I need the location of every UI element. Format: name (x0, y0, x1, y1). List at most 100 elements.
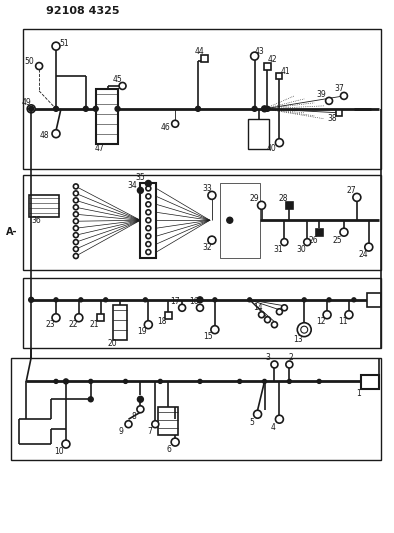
Circle shape (75, 314, 83, 322)
Text: 20: 20 (108, 339, 117, 348)
Circle shape (138, 397, 143, 402)
Circle shape (227, 217, 233, 223)
Circle shape (73, 219, 78, 224)
Circle shape (73, 198, 78, 203)
Circle shape (73, 247, 78, 252)
Circle shape (304, 239, 311, 246)
Text: 17: 17 (170, 297, 180, 306)
Circle shape (52, 130, 60, 138)
Circle shape (262, 106, 268, 112)
Circle shape (340, 92, 348, 99)
Text: 10: 10 (54, 447, 64, 456)
Text: 33: 33 (202, 184, 212, 193)
Circle shape (73, 205, 78, 210)
Circle shape (52, 314, 60, 322)
Circle shape (195, 107, 201, 111)
Circle shape (178, 304, 186, 311)
Text: 13: 13 (294, 335, 303, 344)
Text: 40: 40 (267, 144, 276, 153)
Circle shape (172, 120, 178, 127)
Circle shape (302, 298, 306, 302)
Circle shape (27, 105, 35, 113)
Circle shape (258, 201, 266, 209)
Circle shape (171, 438, 179, 446)
Circle shape (73, 233, 78, 238)
Text: 39: 39 (316, 91, 326, 99)
Circle shape (63, 379, 69, 384)
Circle shape (104, 298, 108, 302)
Text: 16: 16 (189, 297, 199, 306)
Circle shape (211, 326, 219, 334)
Circle shape (277, 309, 282, 315)
Bar (140, 183, 156, 258)
Circle shape (29, 297, 33, 302)
Circle shape (297, 322, 311, 337)
Bar (29, 196, 59, 217)
Circle shape (89, 379, 93, 383)
Text: 14: 14 (253, 303, 262, 312)
Circle shape (287, 379, 291, 383)
Circle shape (62, 440, 70, 448)
Circle shape (52, 42, 60, 50)
Circle shape (146, 202, 151, 207)
Circle shape (124, 379, 128, 383)
Text: 25: 25 (332, 236, 342, 245)
Bar (113, 305, 126, 340)
Circle shape (144, 321, 152, 329)
Text: 2: 2 (289, 353, 294, 362)
Circle shape (88, 397, 93, 402)
Circle shape (198, 379, 202, 383)
Circle shape (271, 361, 278, 368)
Text: 15: 15 (203, 332, 213, 341)
Bar (23, 29, 381, 168)
Bar (96, 89, 117, 144)
Bar (23, 278, 381, 348)
Circle shape (248, 298, 252, 302)
Circle shape (286, 361, 293, 368)
Circle shape (345, 311, 353, 319)
Text: 28: 28 (279, 194, 288, 203)
Circle shape (208, 236, 216, 244)
Circle shape (325, 98, 333, 104)
Bar (201, 54, 208, 62)
Text: 7: 7 (147, 426, 152, 435)
Text: 41: 41 (281, 67, 290, 76)
Circle shape (83, 107, 88, 111)
Circle shape (252, 107, 257, 111)
Bar (316, 229, 323, 236)
Text: 23: 23 (45, 320, 55, 329)
Circle shape (238, 379, 242, 383)
Text: A-: A- (6, 227, 18, 237)
Bar (97, 314, 104, 321)
Text: 29: 29 (250, 194, 259, 203)
Circle shape (35, 62, 43, 69)
Bar (361, 375, 379, 389)
Text: 51: 51 (59, 39, 69, 47)
Bar (220, 183, 260, 258)
Circle shape (213, 298, 217, 302)
Text: 35: 35 (136, 173, 145, 182)
Text: 47: 47 (95, 144, 104, 153)
Circle shape (73, 240, 78, 245)
Circle shape (327, 298, 331, 302)
Circle shape (54, 379, 58, 383)
Circle shape (146, 186, 151, 191)
Bar (277, 73, 282, 79)
Circle shape (125, 421, 132, 427)
Text: 42: 42 (268, 54, 277, 63)
Text: 36: 36 (31, 216, 41, 225)
Text: 27: 27 (346, 186, 356, 195)
Circle shape (262, 379, 266, 383)
Circle shape (119, 83, 126, 90)
Circle shape (275, 139, 283, 147)
Text: 22: 22 (68, 320, 78, 329)
Text: 3: 3 (265, 353, 270, 362)
Circle shape (146, 241, 151, 247)
Text: 26: 26 (309, 236, 318, 245)
Text: 34: 34 (128, 181, 138, 190)
Circle shape (146, 225, 151, 231)
Text: 19: 19 (138, 327, 147, 336)
Text: 4: 4 (271, 423, 276, 432)
Circle shape (197, 297, 203, 303)
Circle shape (365, 243, 373, 251)
